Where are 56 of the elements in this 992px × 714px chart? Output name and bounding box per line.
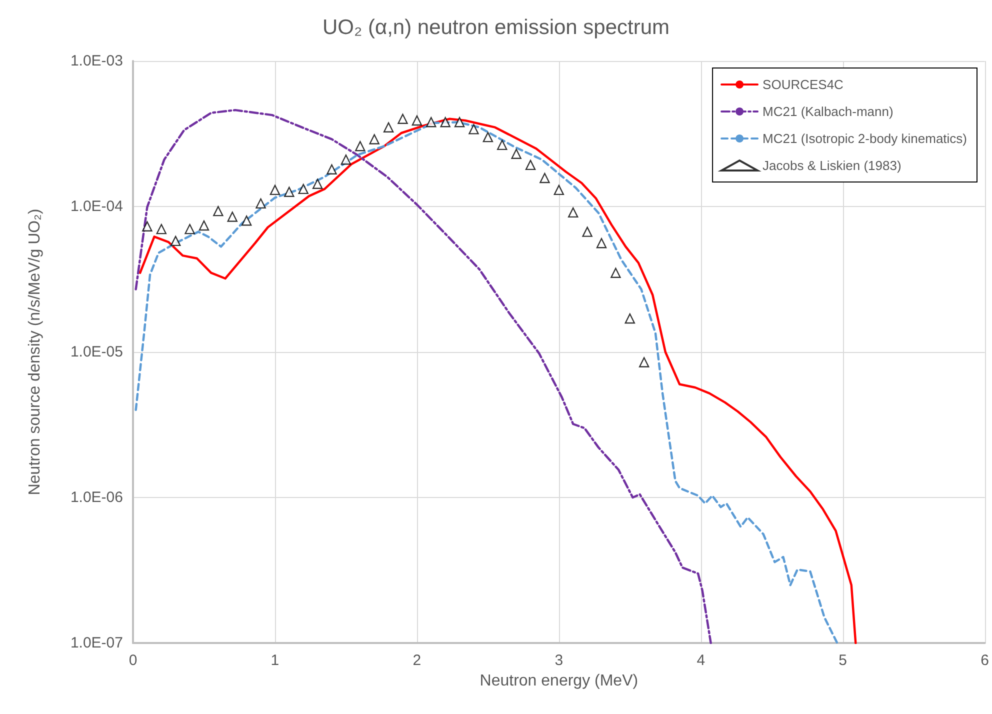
point (638, 357, 650, 368)
point (624, 313, 635, 324)
line-series (134, 108, 712, 644)
point (426, 117, 436, 128)
chart-title: UO₂ (α,n) neutron emission spectrum (322, 16, 670, 39)
point (610, 268, 621, 278)
legend-label: SOURCES4C (762, 77, 844, 92)
y-tick-label: 1.0E-03 (70, 52, 123, 70)
y-tick-label: 1.0E-06 (70, 489, 123, 506)
x-tick-label: 3 (554, 652, 564, 669)
point (284, 186, 294, 197)
point (256, 198, 266, 209)
point (383, 122, 394, 132)
point (326, 164, 337, 174)
x-tick-label: 0 (128, 652, 138, 669)
point (355, 141, 366, 152)
point (468, 124, 479, 134)
point (440, 117, 450, 128)
point (142, 221, 152, 232)
point (398, 114, 408, 124)
point (312, 178, 323, 189)
point (596, 238, 607, 248)
point (184, 224, 195, 234)
point (170, 236, 181, 246)
legend-label: MC21 (Isotropic 2-body kinematics) (762, 131, 968, 146)
point (568, 207, 578, 218)
point (582, 226, 592, 237)
point (241, 216, 252, 226)
y-tick-label: 1.0E-05 (70, 344, 123, 360)
point (482, 132, 494, 142)
point (227, 212, 238, 222)
point (497, 140, 508, 150)
point (412, 115, 422, 126)
point (525, 160, 536, 170)
point (540, 172, 550, 184)
point (198, 220, 210, 231)
y-tick-label: 1.0E-04 (70, 198, 123, 215)
point (369, 134, 380, 144)
point (554, 184, 564, 196)
legend-label: MC21 (Kalbach-mann) (762, 104, 894, 119)
point (454, 117, 465, 128)
point (156, 224, 166, 234)
x-tick-label: 2 (412, 652, 422, 669)
x-tick-label: 4 (696, 652, 706, 669)
point (340, 154, 352, 165)
y-axis-title: Neutron source density (n/s/MeV/g UO₂) (26, 208, 44, 496)
point (298, 184, 308, 194)
legend-label: Jacobs & Liskien (1983) (762, 158, 902, 173)
point (511, 148, 522, 159)
x-tick-label: 6 (980, 652, 989, 669)
point (213, 206, 224, 216)
point (270, 184, 280, 196)
x-axis-title: Neutron energy (MeV) (480, 672, 638, 690)
x-tick-label: 5 (838, 652, 848, 669)
y-tick-label: 1.0E-07 (70, 634, 123, 652)
x-tick-label: 1 (270, 652, 280, 669)
